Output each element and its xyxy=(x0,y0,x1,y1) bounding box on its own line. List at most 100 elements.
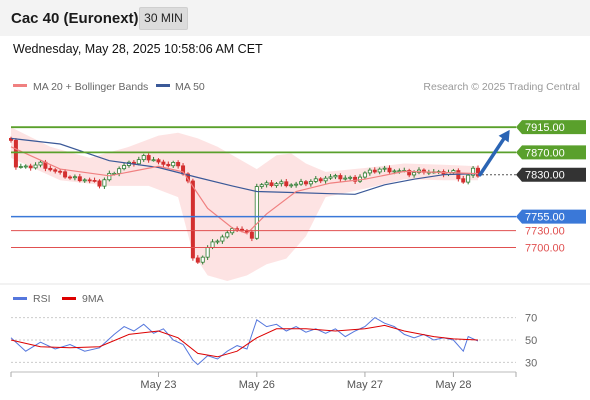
rsi-plot: 70 50 30 xyxy=(10,313,537,369)
x-tick-label-2: May 27 xyxy=(347,379,383,391)
candle-body xyxy=(220,236,225,242)
price-levels: 7915.00 7870.00 7830.00 7755.00 7730.00 7700.… xyxy=(11,120,586,254)
candle-body xyxy=(269,182,274,186)
rsi-tick-label-2: 30 xyxy=(525,357,537,369)
candle-body xyxy=(53,169,58,172)
candle-body xyxy=(279,181,284,185)
candle-body xyxy=(8,137,13,141)
candle-body xyxy=(72,176,77,179)
x-axis: May 23 May 26 May 27 May 28 xyxy=(10,372,517,391)
candle-body xyxy=(200,256,205,263)
candle-body xyxy=(461,178,466,183)
ma20-legend-label: MA 20 + Bollinger Bands xyxy=(33,81,148,93)
candle-body xyxy=(387,167,392,173)
level-tag-2 xyxy=(516,167,586,182)
candle-body xyxy=(205,247,210,258)
level-tag-1 xyxy=(516,145,586,160)
instrument-title: Cac 40 (Euronext) xyxy=(11,10,139,27)
bollinger-band xyxy=(11,127,478,281)
candle-body xyxy=(171,162,176,167)
candle-body xyxy=(215,240,220,243)
candle-body xyxy=(362,172,367,178)
candle-body xyxy=(313,178,318,182)
candle-body xyxy=(82,179,87,182)
candle-body xyxy=(299,181,304,185)
candle-body xyxy=(122,165,127,170)
candle-body xyxy=(92,179,97,182)
candle-body xyxy=(308,181,313,185)
projection-arrow-shaft xyxy=(478,131,510,177)
candle-body xyxy=(225,232,230,238)
candle-body xyxy=(377,168,382,173)
level-label-1: 7870.00 xyxy=(525,147,565,159)
candle-body xyxy=(338,175,343,180)
rsi-legend-label: RSI xyxy=(33,293,51,305)
price-plot xyxy=(8,127,480,281)
candle-body xyxy=(102,179,107,187)
interval-button[interactable]: 30 MIN xyxy=(139,7,188,30)
candle-body xyxy=(407,170,412,176)
timestamp: Wednesday, May 28, 2025 10:58:06 AM CET xyxy=(13,42,263,56)
candle-body xyxy=(38,161,43,166)
candle-body xyxy=(166,163,171,167)
ma50-legend-swatch xyxy=(156,84,170,87)
rsi-line xyxy=(10,316,479,366)
candle-body xyxy=(48,167,53,171)
candle-body xyxy=(274,183,279,186)
candle-body xyxy=(161,161,166,165)
ma50-line xyxy=(10,137,479,195)
candle-body xyxy=(141,155,146,161)
candle-body xyxy=(348,176,353,179)
candle-body xyxy=(117,168,122,174)
x-tick-label-0: May 23 xyxy=(140,379,176,391)
candle-body xyxy=(136,159,141,165)
chart-header: Cac 40 (Euronext) 30 MIN xyxy=(0,0,590,36)
candle-body xyxy=(318,178,323,182)
level-label-4: 7730.00 xyxy=(525,226,565,238)
level-label-5: 7700.00 xyxy=(525,242,565,254)
candle-body xyxy=(18,166,23,168)
candle-body xyxy=(63,171,68,178)
candle-body xyxy=(323,177,328,182)
ma20-line xyxy=(10,146,479,235)
candle-body xyxy=(397,170,402,173)
candle-body xyxy=(343,177,348,180)
projection-arrow-head xyxy=(498,129,510,143)
level-tag-0 xyxy=(516,120,586,135)
x-tick-label-1: May 26 xyxy=(239,379,275,391)
candle-body xyxy=(466,174,471,183)
candle-body xyxy=(77,176,82,182)
candle-body xyxy=(97,180,102,187)
candle-body xyxy=(190,180,195,259)
candle-body xyxy=(303,181,308,185)
attribution: Research © 2025 Trading Central xyxy=(423,81,580,93)
rsi-ma-legend-label: 9MA xyxy=(82,293,104,305)
candle-body xyxy=(284,181,289,187)
rsi-legend-swatch xyxy=(13,297,27,300)
candle-body xyxy=(289,184,294,187)
candle-body xyxy=(58,170,63,173)
candle-body xyxy=(333,175,338,178)
level-tag-3 xyxy=(516,209,586,224)
candle-body xyxy=(146,155,151,161)
candle-body xyxy=(412,172,417,176)
candle-body xyxy=(254,186,259,239)
candle-body xyxy=(176,162,181,167)
candle-body xyxy=(33,164,38,169)
candle-body xyxy=(249,231,254,239)
candle-body xyxy=(23,165,28,168)
candle-body xyxy=(353,176,358,182)
candle-body xyxy=(471,167,476,176)
level-label-0: 7915.00 xyxy=(525,122,565,134)
candle-body xyxy=(367,169,372,174)
x-tick-label-3: May 28 xyxy=(435,379,471,391)
ma20-legend-swatch xyxy=(13,84,27,87)
candle-body xyxy=(259,184,264,187)
rsi-tick-label-1: 50 xyxy=(525,335,537,347)
candle-body xyxy=(294,183,299,186)
level-label-3: 7755.00 xyxy=(525,212,565,224)
candle-body xyxy=(372,169,377,173)
candle-body xyxy=(210,241,215,248)
candle-body xyxy=(195,257,200,263)
